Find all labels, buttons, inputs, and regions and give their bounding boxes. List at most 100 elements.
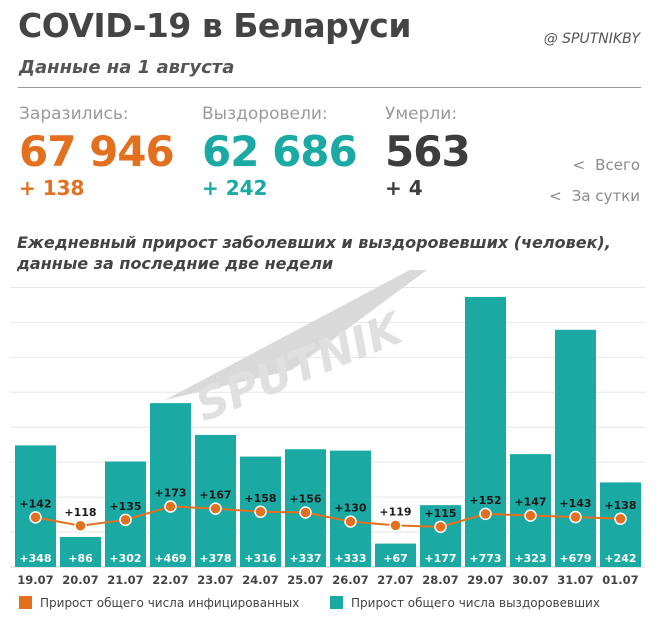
infected-value-label: +135 bbox=[109, 500, 141, 513]
infected-value-label: +138 bbox=[604, 499, 636, 512]
infected-value-label: +167 bbox=[199, 489, 231, 502]
recovered-bar bbox=[15, 445, 56, 567]
infected-value-label: +130 bbox=[334, 502, 367, 515]
recovered-bar bbox=[195, 434, 236, 567]
x-tick-label: 25.07 bbox=[287, 573, 323, 587]
infected-line: +142 +118 +135 +173 +167 +158 +156 +130 +119 +115… bbox=[19, 487, 637, 534]
infected-value-label: +143 bbox=[559, 497, 591, 510]
stat-recovered: Выздоровели: 62 686 + 242 bbox=[202, 104, 358, 200]
recovered-bar bbox=[150, 403, 191, 567]
recovered-bar bbox=[465, 296, 506, 567]
x-tick-label: 31.07 bbox=[557, 573, 593, 587]
infected-value-label: +119 bbox=[379, 505, 411, 518]
x-tick-label: 29.07 bbox=[467, 573, 503, 587]
x-tick-label: 26.07 bbox=[332, 573, 368, 587]
recovered-value-label: +378 bbox=[199, 552, 231, 565]
stat-infected: Заразились: 67 946 + 138 bbox=[19, 104, 175, 200]
infected-label: Заразились: bbox=[19, 104, 129, 124]
x-tick-label: 21.07 bbox=[107, 573, 143, 587]
x-tick-label: 20.07 bbox=[62, 573, 98, 587]
infected-total: 67 946 bbox=[19, 127, 175, 176]
stat-deaths: Умерли: 563 + 4 bbox=[385, 104, 471, 200]
recovered-bar bbox=[330, 450, 371, 567]
chevron-left-icon: < bbox=[549, 187, 562, 205]
recovered-bar bbox=[420, 505, 461, 567]
x-tick-label: 28.07 bbox=[422, 573, 458, 587]
page-title: COVID-19 в Беларуси bbox=[18, 6, 411, 45]
infected-point bbox=[209, 502, 222, 515]
sputnik-handle: @ SPUTNIKBY bbox=[543, 31, 640, 47]
infected-value-label: +142 bbox=[19, 497, 51, 510]
infected-value-label: +152 bbox=[469, 494, 501, 507]
x-tick-label: 30.07 bbox=[512, 573, 548, 587]
infected-value-label: +147 bbox=[514, 496, 546, 509]
infected-series-line bbox=[35, 505, 621, 528]
recovered-value-label: +67 bbox=[383, 552, 408, 565]
infected-point bbox=[344, 515, 357, 528]
infected-daily: + 138 bbox=[19, 176, 85, 200]
x-axis-ticks: 19.07 20.07 21.07 22.07 23.07 24.07 25.07 26.07… bbox=[17, 573, 638, 587]
recovered-value-label: +337 bbox=[289, 552, 321, 565]
infected-point bbox=[254, 505, 267, 519]
recovered-value-label: +773 bbox=[469, 552, 501, 565]
legend-swatch-recovered bbox=[330, 596, 343, 609]
watermark-shape bbox=[165, 270, 427, 400]
recovered-value-label: +348 bbox=[19, 552, 51, 565]
recovered-bars: +348 +86 +302 +469 +378 +316 +337 +333 +67 +177 +7… bbox=[15, 296, 641, 567]
x-tick-label: 19.07 bbox=[17, 573, 53, 587]
x-tick-label: 23.07 bbox=[197, 573, 233, 587]
recovered-value-label: +302 bbox=[109, 552, 141, 565]
bar-line-chart: SPUTNIK +348 +86 +302 +469 +378 +316 +337 +333 +… bbox=[10, 270, 645, 587]
infected-value-label: +156 bbox=[289, 492, 322, 505]
recovered-value-label: +333 bbox=[334, 552, 366, 565]
recovered-value-label: +86 bbox=[68, 552, 93, 565]
recovered-value-label: +177 bbox=[424, 552, 456, 565]
infected-point bbox=[524, 509, 537, 522]
infected-point bbox=[479, 507, 492, 521]
infected-value-label: +118 bbox=[64, 506, 96, 519]
recovered-label: Выздоровели: bbox=[202, 104, 328, 124]
deaths-total: 563 bbox=[385, 127, 471, 176]
infected-point bbox=[614, 512, 627, 526]
x-tick-label: 24.07 bbox=[242, 573, 278, 587]
key-daily-label: За сутки bbox=[571, 187, 640, 205]
legend-recovered-label: Прирост общего числа выздоровевших bbox=[351, 596, 600, 610]
watermark-text: SPUTNIK bbox=[189, 302, 412, 432]
recovered-value-label: +469 bbox=[154, 552, 186, 565]
infected-point bbox=[119, 513, 132, 527]
legend-recovered: Прирост общего числа выздоровевших bbox=[330, 596, 600, 610]
header-divider bbox=[18, 87, 641, 88]
recovered-total: 62 686 bbox=[202, 127, 358, 176]
deaths-daily: + 4 bbox=[385, 176, 423, 200]
recovered-bar bbox=[375, 543, 416, 567]
infected-value-label: +158 bbox=[244, 492, 276, 505]
recovered-daily: + 242 bbox=[202, 176, 268, 200]
x-tick-label: 27.07 bbox=[377, 573, 413, 587]
chart-title: Ежедневный прирост заболевших и выздоров… bbox=[17, 233, 611, 273]
infected-point bbox=[74, 519, 87, 533]
infected-point bbox=[164, 500, 177, 513]
key-total-label: Всего bbox=[595, 156, 640, 174]
infected-point bbox=[434, 520, 447, 534]
recovered-value-label: +323 bbox=[514, 552, 546, 565]
infected-point bbox=[29, 511, 42, 524]
infected-value-label: +115 bbox=[424, 507, 456, 520]
deaths-label: Умерли: bbox=[385, 104, 458, 124]
chevron-left-icon: < bbox=[572, 156, 586, 174]
infected-value-label: +173 bbox=[154, 487, 186, 500]
recovered-value-label: +679 bbox=[559, 552, 591, 565]
recovered-value-label: +316 bbox=[244, 552, 277, 565]
x-tick-label: 22.07 bbox=[152, 573, 188, 587]
infected-point bbox=[569, 510, 582, 524]
key-daily: < За сутки bbox=[549, 187, 640, 205]
key-total: < Всего bbox=[573, 156, 640, 174]
recovered-bar bbox=[555, 329, 596, 567]
page-subtitle: Данные на 1 августа bbox=[19, 57, 235, 78]
infected-point bbox=[389, 519, 402, 532]
legend-infected: Прирост общего числа инфицированных bbox=[19, 596, 299, 610]
legend-infected-label: Прирост общего числа инфицированных bbox=[40, 596, 300, 610]
sputnik-watermark: SPUTNIK bbox=[165, 270, 427, 432]
infected-point bbox=[299, 506, 312, 519]
legend-swatch-infected bbox=[19, 596, 32, 609]
x-tick-label: 01.07 bbox=[602, 573, 638, 587]
